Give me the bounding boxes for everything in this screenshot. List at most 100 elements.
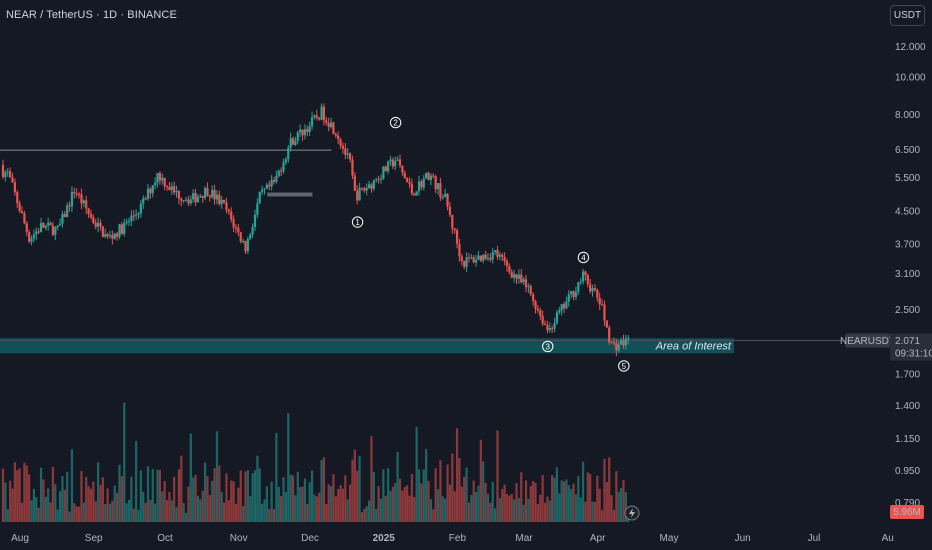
candle-body bbox=[306, 129, 309, 132]
candle-body bbox=[28, 232, 31, 242]
volume-bar bbox=[182, 503, 185, 522]
volume-bar bbox=[608, 457, 611, 522]
volume-bar bbox=[289, 474, 292, 522]
candle-body bbox=[510, 271, 513, 278]
volume-bar bbox=[125, 503, 128, 522]
volume-bar bbox=[56, 509, 59, 522]
volume-bar bbox=[353, 449, 356, 522]
volume-bar bbox=[296, 471, 299, 522]
volume-bar bbox=[382, 469, 385, 522]
volume-bar bbox=[108, 503, 112, 522]
volume-bar bbox=[118, 464, 121, 522]
volume-bar bbox=[467, 502, 471, 522]
candle-body bbox=[470, 257, 473, 259]
candle-body bbox=[627, 337, 630, 339]
candle-body bbox=[584, 271, 587, 275]
volume-bar bbox=[356, 470, 359, 522]
volume-bar bbox=[403, 487, 406, 522]
volume-bar bbox=[510, 494, 513, 522]
candle-body bbox=[227, 209, 230, 212]
volume-bar bbox=[560, 480, 563, 522]
candle-body bbox=[163, 177, 166, 187]
volume-bar bbox=[479, 439, 482, 522]
lightning-glyph bbox=[629, 508, 635, 518]
volume-bar bbox=[436, 489, 440, 522]
candle-body bbox=[301, 129, 304, 136]
candle-body bbox=[624, 338, 627, 346]
volume-bar bbox=[94, 501, 97, 522]
volume-bar bbox=[261, 503, 264, 522]
candle-body bbox=[82, 200, 85, 204]
volume-bar bbox=[534, 482, 537, 522]
candle-body bbox=[598, 297, 601, 305]
volume-tick-label: 0.790 bbox=[895, 498, 920, 509]
volume-bar bbox=[598, 488, 601, 522]
volume-bar bbox=[258, 468, 261, 522]
candle-body bbox=[104, 234, 107, 237]
y-tick-label: 4.500 bbox=[895, 206, 920, 217]
wave-1-marker bbox=[351, 216, 364, 228]
volume-bar bbox=[213, 468, 216, 522]
volume-bar bbox=[379, 498, 383, 522]
y-tick-label: 2.500 bbox=[895, 305, 920, 316]
volume-bar bbox=[227, 500, 230, 522]
wave-2-label: 2 bbox=[393, 119, 398, 128]
volume-bar bbox=[301, 486, 304, 522]
volume-bar bbox=[427, 481, 430, 522]
volume-bar bbox=[360, 512, 364, 522]
volume-bar bbox=[617, 491, 620, 522]
candle-body bbox=[120, 224, 123, 235]
volume-bar bbox=[434, 468, 437, 522]
candle-body bbox=[108, 235, 112, 237]
candle-body bbox=[222, 199, 226, 203]
candle-body bbox=[189, 199, 192, 204]
volume-bar bbox=[196, 495, 200, 522]
candle-body bbox=[517, 274, 520, 279]
volume-bar bbox=[156, 469, 159, 522]
volume-bar bbox=[101, 477, 104, 522]
candle-body bbox=[320, 106, 323, 120]
volume-bar bbox=[277, 486, 280, 522]
volume-bar bbox=[460, 486, 463, 522]
volume-bar bbox=[130, 476, 133, 522]
candle-body bbox=[173, 186, 176, 193]
candle-body bbox=[501, 254, 504, 258]
volume-bar bbox=[161, 491, 164, 522]
candle-body bbox=[165, 186, 169, 188]
candle-body bbox=[534, 301, 537, 309]
candle-body bbox=[175, 190, 178, 193]
volume-bar bbox=[294, 495, 297, 522]
candle-body bbox=[270, 179, 273, 187]
candle-body bbox=[303, 129, 307, 136]
volume-bar bbox=[332, 474, 335, 522]
volume-bar bbox=[246, 470, 249, 522]
candle-body bbox=[574, 291, 578, 297]
volume-bar bbox=[451, 453, 454, 522]
volume-bar bbox=[329, 486, 333, 522]
volume-bar bbox=[132, 508, 135, 522]
candle-body bbox=[441, 197, 444, 199]
candle-body bbox=[37, 231, 40, 233]
volume-bar bbox=[139, 470, 142, 522]
volume-bar bbox=[37, 507, 40, 522]
volume-bar bbox=[173, 476, 176, 522]
volume-bar bbox=[334, 496, 337, 522]
candle-body bbox=[422, 178, 425, 188]
candle-body bbox=[70, 191, 74, 207]
volume-bar bbox=[28, 474, 31, 522]
currency-button[interactable]: USDT bbox=[890, 5, 925, 26]
volume-bar bbox=[239, 470, 242, 522]
candle-body bbox=[44, 225, 47, 228]
volume-bar bbox=[536, 504, 539, 522]
volume-bar bbox=[146, 466, 150, 522]
volume-bar bbox=[439, 460, 442, 522]
candle-body bbox=[560, 304, 563, 311]
price-tag bbox=[890, 333, 932, 361]
candle-body bbox=[377, 179, 380, 181]
candle-body bbox=[99, 222, 102, 227]
candle-body bbox=[365, 188, 368, 191]
volume-bar bbox=[615, 471, 618, 522]
candle-body bbox=[61, 214, 64, 224]
y-tick-label: 6.500 bbox=[895, 145, 920, 156]
